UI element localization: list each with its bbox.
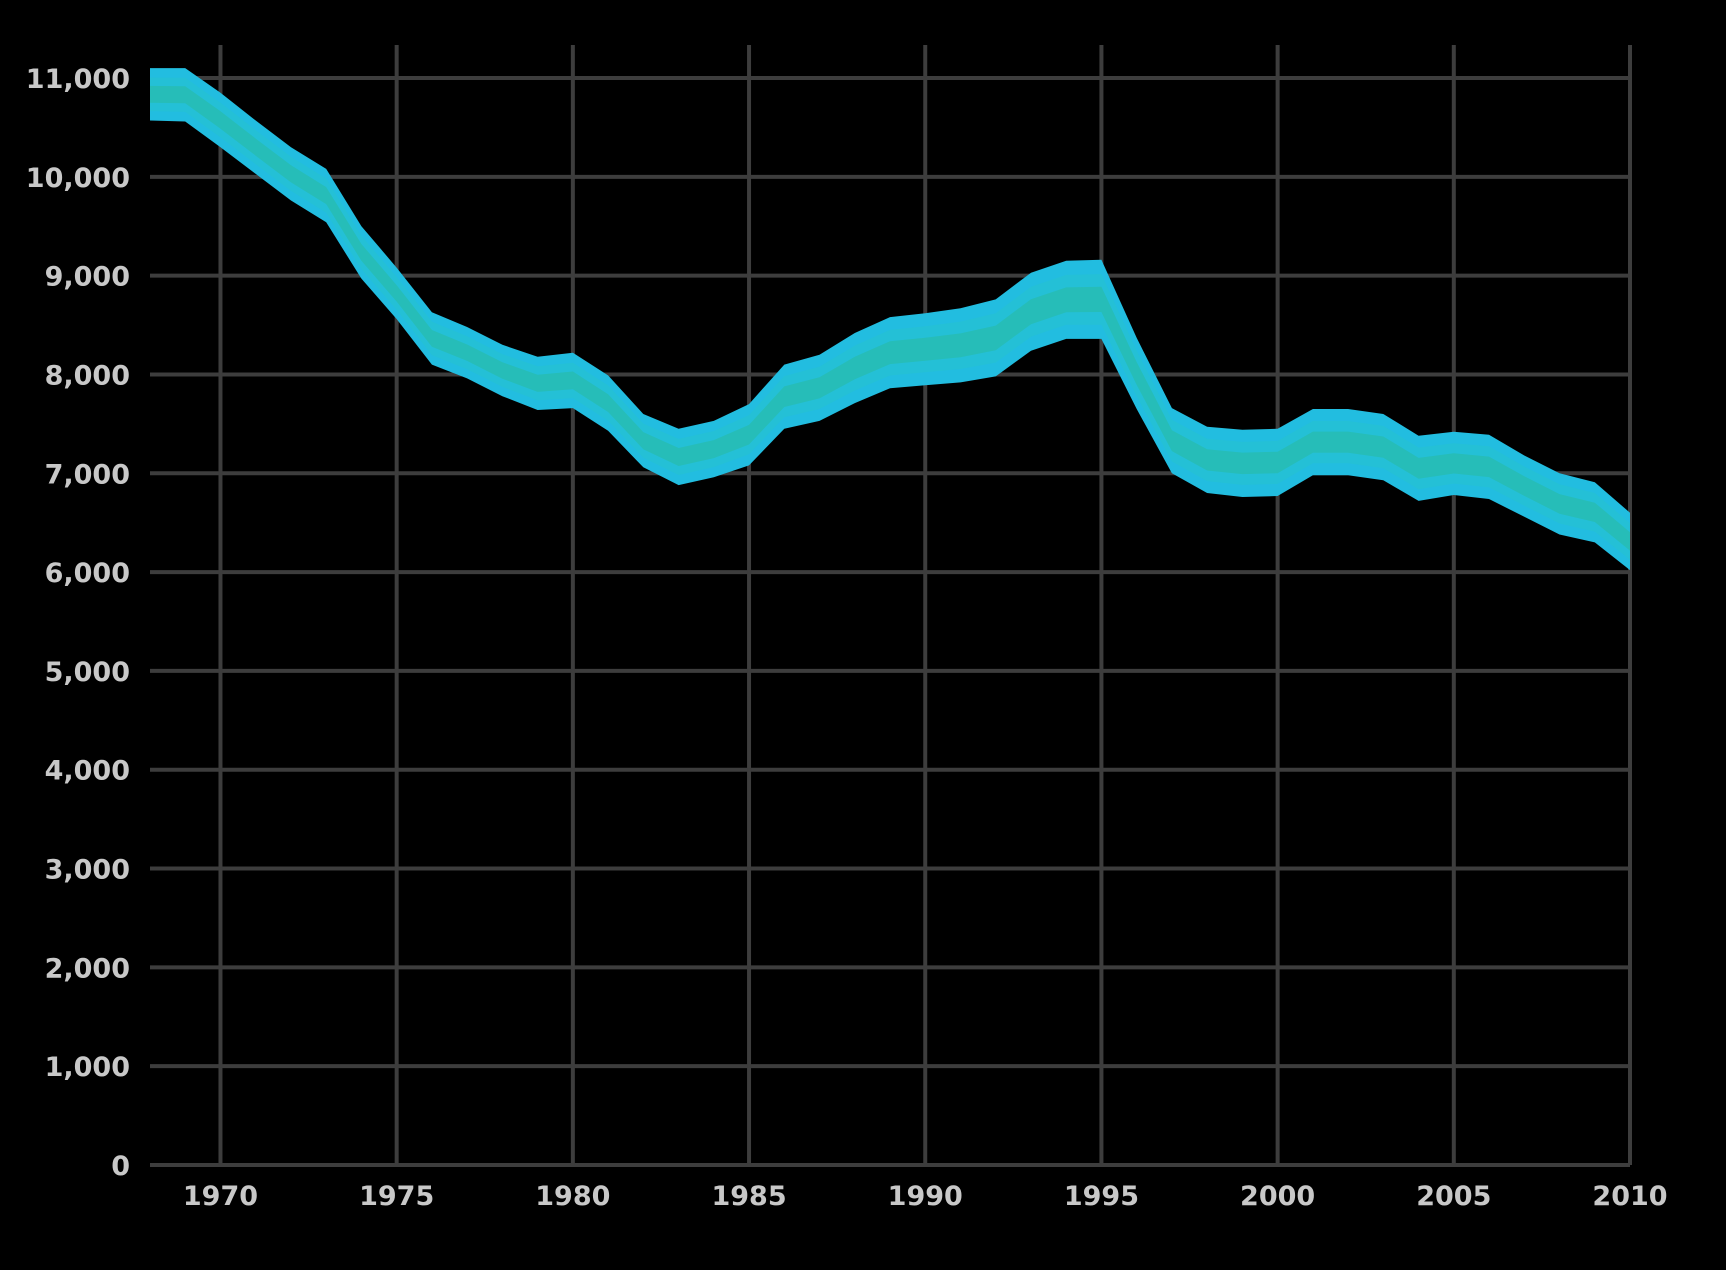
y-tick-label: 9,000 <box>45 262 130 293</box>
x-tick-label: 1995 <box>1064 1181 1139 1212</box>
y-tick-label: 10,000 <box>26 163 130 194</box>
x-tick-label: 2005 <box>1416 1181 1491 1212</box>
y-tick-label: 2,000 <box>45 953 130 984</box>
y-tick-label: 3,000 <box>45 855 130 886</box>
y-tick-label: 7,000 <box>45 459 130 490</box>
x-tick-label: 2000 <box>1240 1181 1315 1212</box>
x-tick-label: 2010 <box>1592 1181 1667 1212</box>
y-tick-label: 1,000 <box>45 1052 130 1083</box>
grid-lines <box>150 45 1632 1167</box>
y-axis-tick-labels: 0 1,000 2,000 3,000 4,000 5,000 6,000 7,000 8,00… <box>26 64 130 1182</box>
y-tick-label: 5,000 <box>45 657 130 688</box>
data-band <box>150 68 1630 571</box>
x-tick-label: 1980 <box>535 1181 610 1212</box>
x-tick-label: 1970 <box>183 1181 258 1212</box>
x-axis-tick-labels: 1970 1975 1980 1985 1990 1995 2000 2005 2010 <box>183 1181 1668 1212</box>
x-tick-label: 1985 <box>711 1181 786 1212</box>
y-tick-label: 8,000 <box>45 360 130 391</box>
y-tick-label: 11,000 <box>26 64 130 95</box>
x-tick-label: 1990 <box>888 1181 963 1212</box>
y-tick-label: 4,000 <box>45 756 130 787</box>
y-tick-label: 0 <box>111 1151 130 1182</box>
x-tick-label: 1975 <box>359 1181 434 1212</box>
y-tick-label: 6,000 <box>45 558 130 589</box>
